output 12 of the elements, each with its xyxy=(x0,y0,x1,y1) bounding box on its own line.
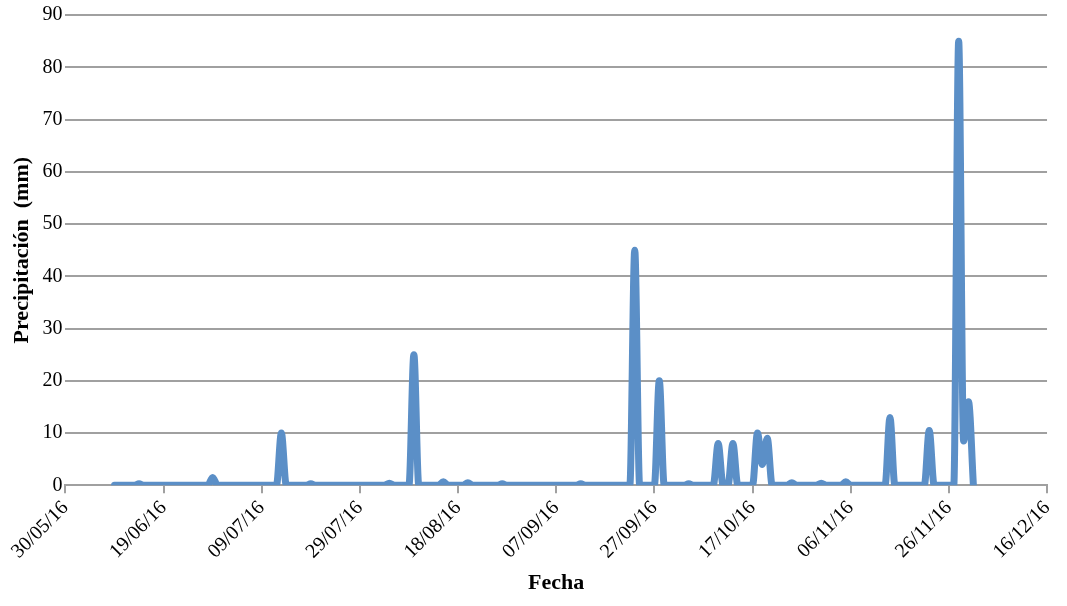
y-tick-label: 80 xyxy=(42,54,63,77)
y-tick-label: 20 xyxy=(42,368,63,391)
y-tick-label: 90 xyxy=(42,2,63,25)
y-tick-label: 70 xyxy=(42,106,63,129)
y-tick-label: 0 xyxy=(52,472,63,495)
x-axis-title: Fecha xyxy=(528,569,585,595)
y-tick-label: 30 xyxy=(42,315,63,338)
y-tick-label: 60 xyxy=(42,159,63,182)
y-tick-label: 10 xyxy=(42,420,63,443)
y-tick-label: 40 xyxy=(42,263,63,286)
y-tick-label: 50 xyxy=(42,211,63,234)
y-axis-title: Precipitación (mm) xyxy=(7,156,33,344)
